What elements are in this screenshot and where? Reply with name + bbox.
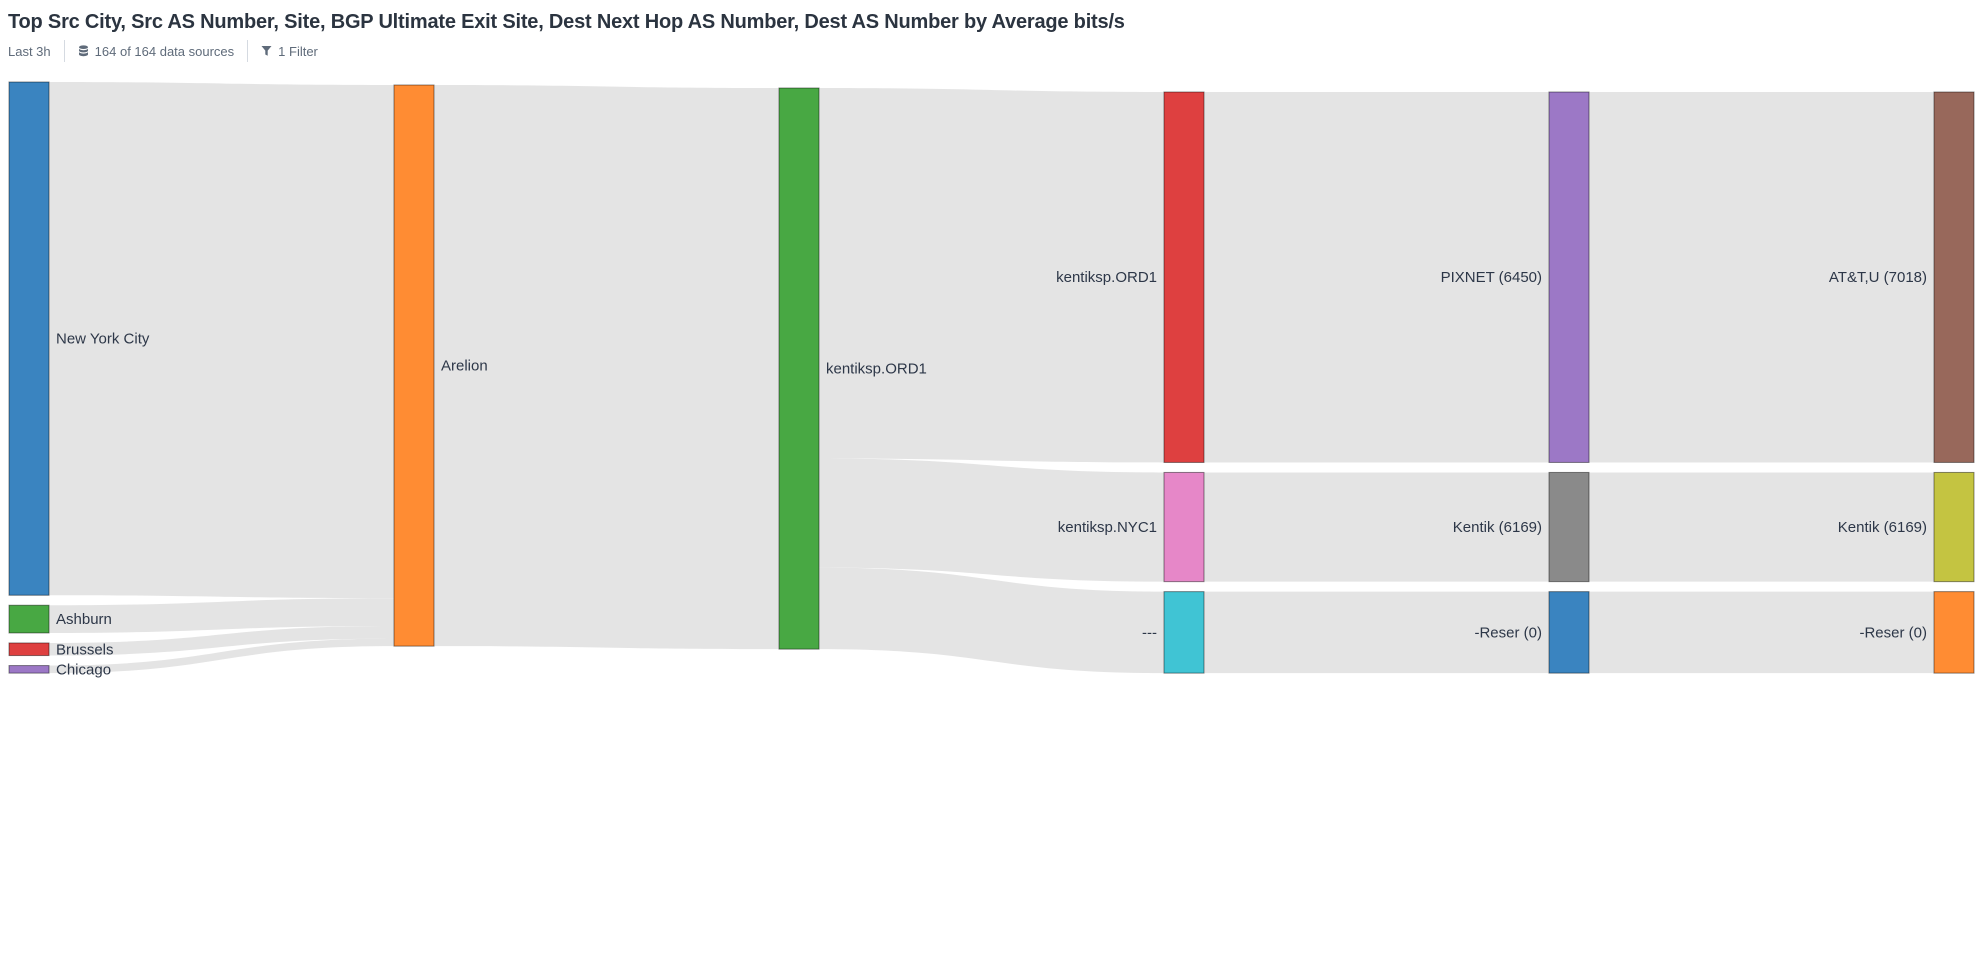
sankey-link-city_ash-to-as_arelion[interactable] — [49, 598, 394, 633]
sankey-node-nh_reser[interactable] — [1548, 591, 1590, 674]
sankey-link-site_ord1-to-exit_none[interactable] — [819, 567, 1164, 674]
sankey-node-dst_reser[interactable] — [1933, 591, 1975, 674]
sankey-link-nh_pixnet-to-dst_att[interactable] — [1589, 92, 1934, 463]
sankey-node-dst_att[interactable] — [1933, 91, 1975, 463]
sankey-link-exit_none-to-nh_reser[interactable] — [1204, 591, 1549, 674]
sankey-node-city_bru[interactable] — [8, 642, 50, 657]
sankey-link-site_ord1-to-exit_ord1[interactable] — [819, 88, 1164, 463]
sankey-label-exit_ord1: kentiksp.ORD1 — [1056, 269, 1157, 286]
sankey-node-nh_pixnet[interactable] — [1548, 91, 1590, 463]
sankey-link-city_bru-to-as_arelion[interactable] — [49, 625, 394, 656]
sankey-nodes — [8, 81, 1975, 674]
sankey-node-city_chi[interactable] — [8, 665, 50, 674]
sankey-label-city_bru: Brussels — [56, 641, 114, 658]
sankey-label-city_ash: Ashburn — [56, 611, 112, 628]
sankey-links — [49, 82, 1934, 674]
sankey-label-dst_att: AT&T,U (7018) — [1829, 269, 1927, 286]
sankey-label-exit_nyc1: kentiksp.NYC1 — [1058, 519, 1157, 536]
time-range-label: Last 3h — [8, 43, 51, 59]
sankey-node-nh_kentik[interactable] — [1548, 471, 1590, 583]
sankey-label-nh_kentik: Kentik (6169) — [1453, 519, 1542, 536]
meta-divider — [63, 40, 65, 62]
sankey-node-city_ash[interactable] — [8, 604, 50, 634]
sankey-link-site_ord1-to-exit_nyc1[interactable] — [819, 458, 1164, 582]
sankey-node-dst_kentik[interactable] — [1933, 471, 1975, 583]
funnel-icon — [261, 46, 272, 56]
sankey-link-nh_kentik-to-dst_kentik[interactable] — [1589, 472, 1934, 582]
chart-header: Top Src City, Src AS Number, Site, BGP U… — [8, 8, 1980, 62]
sankey-label-city_chi: Chicago — [56, 661, 111, 678]
sankey-link-city_chi-to-as_arelion[interactable] — [49, 638, 394, 674]
sankey-label-dst_reser: -Reser (0) — [1859, 624, 1927, 641]
sankey-label-dst_kentik: Kentik (6169) — [1838, 519, 1927, 536]
filters-item[interactable]: 1 Filter — [248, 40, 331, 62]
sankey-label-exit_none: --- — [1142, 624, 1157, 641]
chart-title: Top Src City, Src AS Number, Site, BGP U… — [8, 11, 1125, 33]
data-sources-item[interactable]: 164 of 164 data sources — [65, 40, 248, 62]
meta-divider — [247, 40, 249, 62]
sankey-node-site_ord1[interactable] — [778, 87, 820, 650]
sankey-node-exit_nyc1[interactable] — [1163, 471, 1205, 583]
sankey-label-as_arelion: Arelion — [441, 358, 488, 375]
sankey-link-nh_reser-to-dst_reser[interactable] — [1589, 591, 1934, 674]
sankey-node-exit_none[interactable] — [1163, 591, 1205, 674]
sankey-node-city_nyc[interactable] — [8, 81, 50, 596]
time-range-item[interactable]: Last 3h — [8, 40, 64, 62]
sankey-labels: New York City Ashburn Brussels Chicago Areli… — [56, 269, 1927, 678]
sankey-label-nh_pixnet: PIXNET (6450) — [1441, 269, 1542, 286]
sankey-label-nh_reser: -Reser (0) — [1474, 624, 1542, 641]
sankey-link-exit_ord1-to-nh_pixnet[interactable] — [1204, 92, 1549, 463]
sankey-link-exit_nyc1-to-nh_kentik[interactable] — [1204, 472, 1549, 582]
sankey-node-exit_ord1[interactable] — [1163, 91, 1205, 463]
sankey-label-site_ord1: kentiksp.ORD1 — [826, 361, 927, 378]
sankey-label-city_nyc: New York City — [56, 331, 150, 348]
sankey-node-as_arelion[interactable] — [393, 84, 435, 647]
sankey-link-city_nyc-to-as_arelion[interactable] — [49, 82, 394, 599]
sankey-link-as_arelion-to-site_ord1[interactable] — [434, 85, 779, 650]
query-meta-bar: Last 3h 164 of 164 data sources 1 Filter — [8, 40, 1980, 62]
filters-label: 1 Filter — [278, 43, 318, 59]
database-icon — [78, 45, 88, 57]
data-sources-label: 164 of 164 data sources — [94, 43, 235, 59]
